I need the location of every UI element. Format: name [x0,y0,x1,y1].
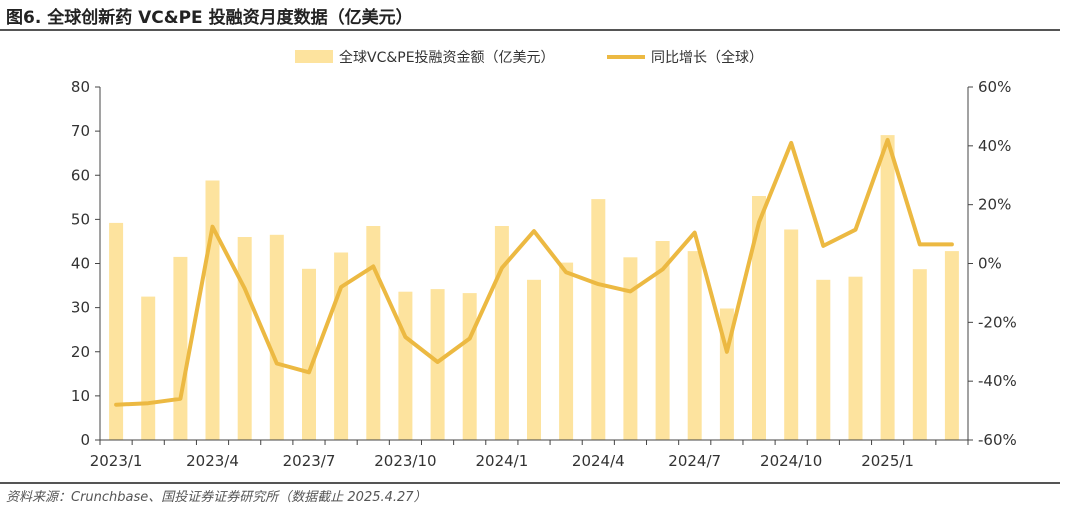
left-tick-label: 30 [71,299,90,317]
left-tick-label: 10 [71,387,90,405]
axes: 0 10 20 30 40 50 60 70 80 -60% -40% -20% 0% 20% 40% 60%… [71,78,1017,470]
right-tick-label: -60% [978,431,1017,449]
bar-2024/1 [494,226,509,440]
bar-2023/7 [302,268,316,440]
x-tick-label: 2023/1 [90,452,143,470]
figure-title: 图6. 全球创新药 VC&PE 投融资月度数据（亿美元） [6,8,413,28]
bar-2024/12 [848,276,863,440]
right-tick-label: -20% [978,313,1017,331]
x-tick-label: 2024/1 [476,452,529,470]
bar-2023/1 [109,222,124,440]
right-tick-label: 60% [978,78,1011,96]
x-tick-label: 2023/4 [186,452,239,470]
top-divider [0,29,1060,31]
bar-2023/3 [173,256,188,440]
bar-2024/5 [623,257,638,440]
legend-label-bar: 全球VC&PE投融资金额（亿美元） [339,49,555,66]
bar-2025/3 [944,251,959,440]
bar-2023/12 [462,293,477,440]
bar-2023/10 [398,291,413,440]
bar-2024/6 [655,241,670,440]
bar-2023/9 [366,226,381,440]
source-note: 资料来源：Crunchbase、国投证券证券研究所（数据截止 2025.4.27… [6,490,427,505]
legend: 全球VC&PE投融资金额（亿美元） 同比增长（全球） [295,49,763,66]
bar-2025/1 [880,135,895,440]
bar-2024/3 [559,262,574,440]
x-tick-label: 2023/7 [283,452,336,470]
bar-2024/2 [527,279,541,440]
legend-label-line: 同比增长（全球） [651,49,763,66]
x-tick-label: 2024/7 [668,452,721,470]
left-tick-label: 50 [71,210,90,228]
left-tick-label: 0 [80,431,90,449]
x-tick-label: 2024/4 [572,452,625,470]
left-tick-label: 80 [71,78,90,96]
bar-2023/5 [237,237,252,440]
right-tick-label: 0% [978,255,1002,273]
bar-2023/8 [334,252,349,440]
line-series [114,137,954,407]
x-tick-label: 2024/10 [760,452,822,470]
left-tick-label: 20 [71,343,90,361]
bar-2024/10 [784,229,799,440]
left-tick-label: 60 [71,166,90,184]
x-tick-label: 2023/10 [374,452,436,470]
bar-2025/2 [912,269,927,440]
x-tick-label: 2025/1 [861,452,914,470]
bar-2024/7 [687,251,702,440]
left-tick-label: 40 [71,255,90,273]
bar-2024/11 [816,279,831,440]
bar-2024/4 [591,199,606,440]
bar-2023/2 [141,296,156,440]
bar-2024/9 [752,196,766,440]
bar-series [109,135,959,440]
left-tick-label: 70 [71,122,90,140]
bar-2023/6 [269,234,284,440]
right-tick-label: 20% [978,196,1011,214]
legend-swatch-bar [295,50,333,63]
right-tick-label: -40% [978,372,1017,390]
right-tick-label: 40% [978,137,1011,155]
bar-2023/4 [205,180,220,440]
bottom-divider [0,482,1060,484]
bar-2023/11 [430,289,445,440]
